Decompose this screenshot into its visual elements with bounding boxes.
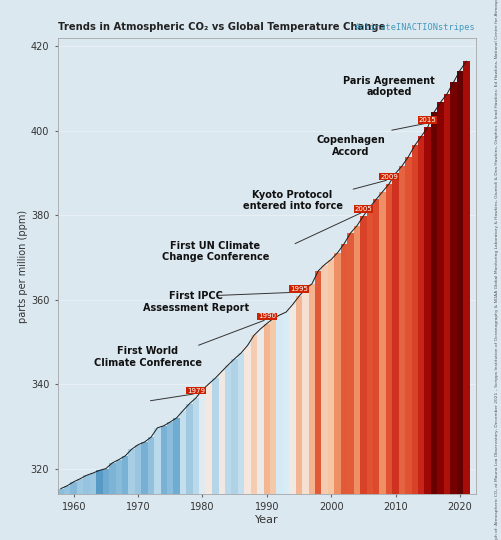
Text: 1990: 1990 <box>258 313 276 319</box>
Text: Trends in Atmospheric CO₂ vs Global Temperature Change: Trends in Atmospheric CO₂ vs Global Temp… <box>58 22 385 32</box>
Text: 2005: 2005 <box>354 206 372 212</box>
Text: #climateINACTIONstripes: #climateINACTIONstripes <box>355 23 476 32</box>
Text: 1979: 1979 <box>187 388 205 394</box>
Text: Copenhagen
Accord: Copenhagen Accord <box>316 135 385 157</box>
Text: First IPCC
Assessment Report: First IPCC Assessment Report <box>143 291 249 313</box>
Text: Composite Graph of: Atmospheric CO₂ at Mauna Loa Observatory, December 2021 – Sc: Composite Graph of: Atmospheric CO₂ at M… <box>495 0 499 540</box>
Text: First UN Climate
Change Conference: First UN Climate Change Conference <box>162 241 269 262</box>
X-axis label: Year: Year <box>255 515 279 525</box>
Text: 2015: 2015 <box>419 117 436 123</box>
Text: Kyoto Protocol
entered into force: Kyoto Protocol entered into force <box>242 190 343 212</box>
Text: 1995: 1995 <box>290 286 308 292</box>
Text: First World
Climate Conference: First World Climate Conference <box>94 346 202 368</box>
Y-axis label: parts per million (ppm): parts per million (ppm) <box>18 210 28 322</box>
Text: 2009: 2009 <box>380 174 398 180</box>
Text: Paris Agreement
adopted: Paris Agreement adopted <box>343 76 435 97</box>
